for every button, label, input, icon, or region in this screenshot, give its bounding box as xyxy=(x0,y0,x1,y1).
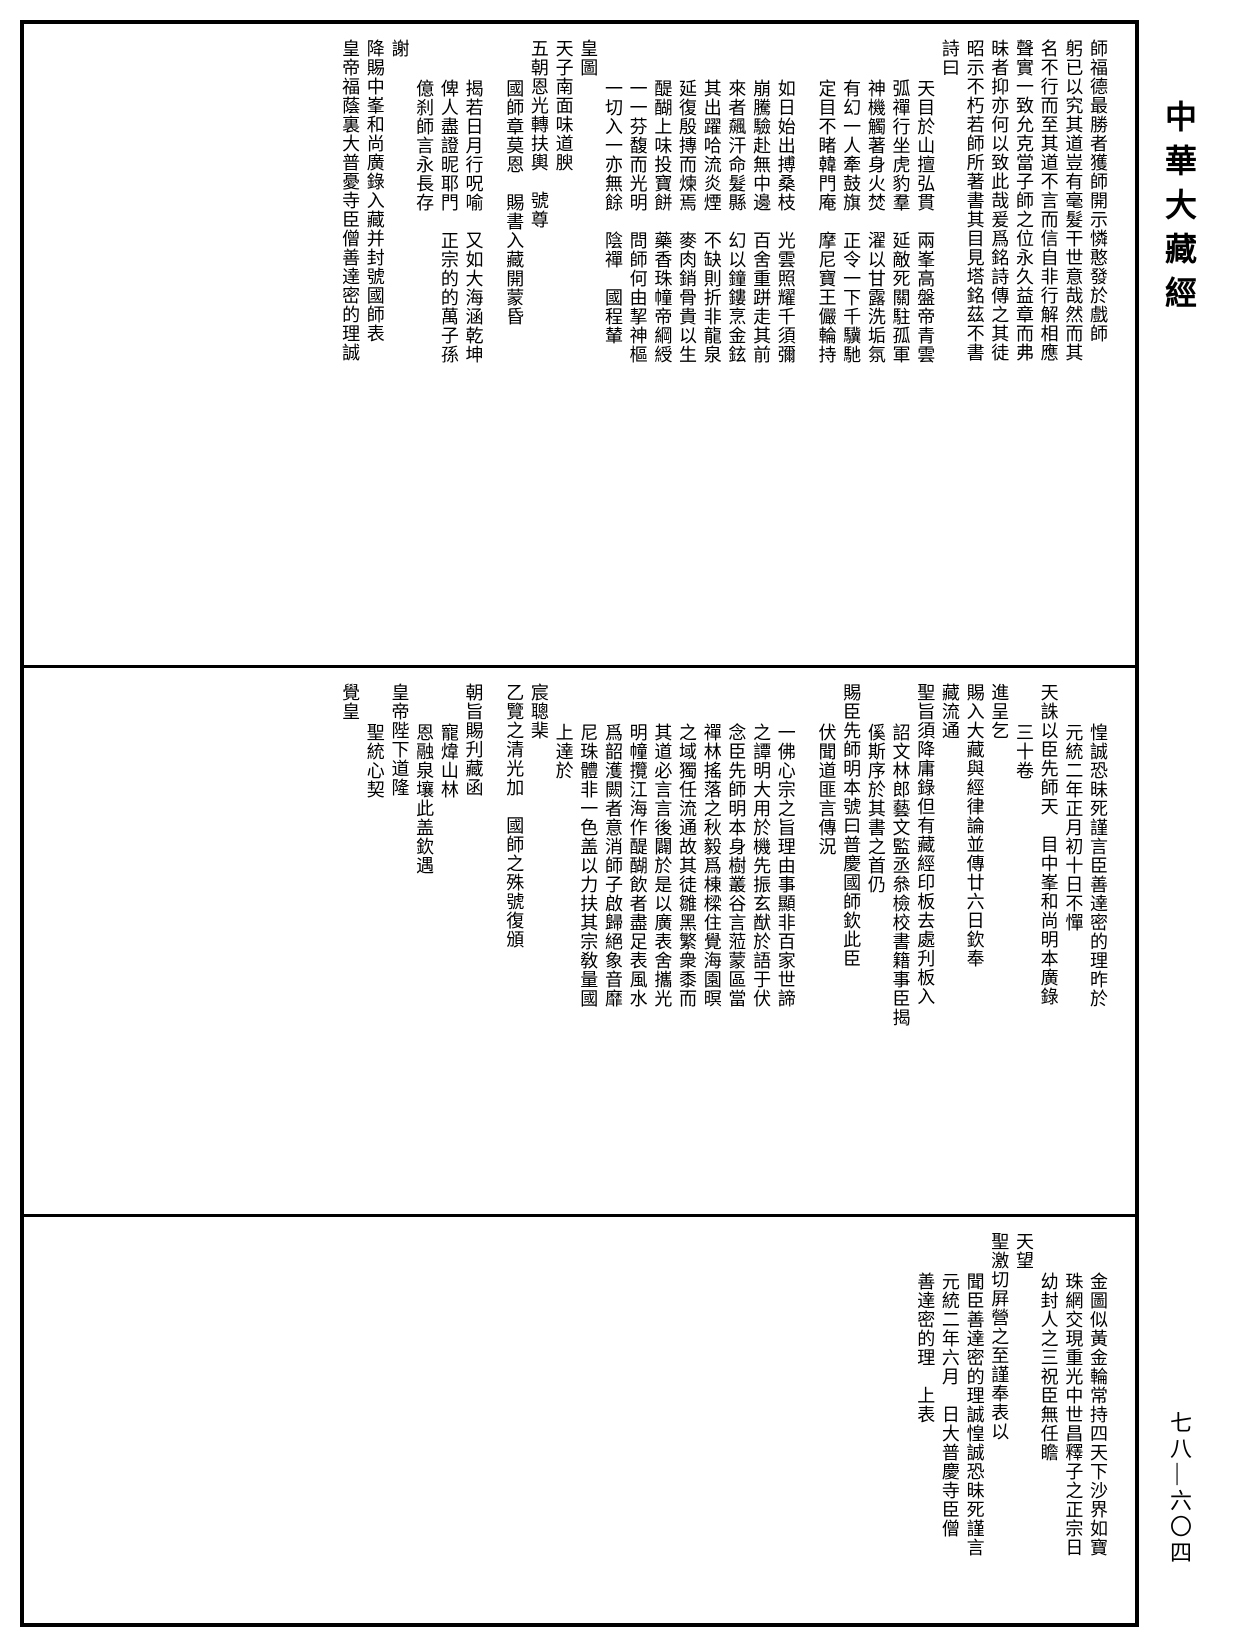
column-text: 其道必言言後闢於是以廣表舍攜光 xyxy=(652,683,673,1200)
column-spacer xyxy=(800,39,812,650)
column-text: 念臣先師明本身樹叢谷言蒞蒙區當 xyxy=(726,683,747,1200)
column-text: 聖旨須降庸錄但有藏經印板去處刋板入 xyxy=(915,683,936,1200)
column-text: 惶誠恐昧死謹言臣善達密的理昨於 xyxy=(1087,683,1108,1200)
column-text: 揭若日月行呪喻 又如大海涵乾坤 xyxy=(463,39,484,650)
column-text: 昭示不朽若師所著書其目見塔銘茲不書 xyxy=(964,39,985,650)
column-text: 崩騰驗赴無中邊 百舍重跰走其前 xyxy=(750,39,771,650)
document-page: 師福德最勝者獲師開示憐憨發於戲師 躬已以究其道豈有毫髮干世意哉然而其 名不行而至… xyxy=(20,20,1219,1627)
column-text: 延復殷摶而煉焉 麥肉銷骨貴以生 xyxy=(676,39,697,650)
column-text: 一切入一亦無餘 陰禪 國程輦 xyxy=(602,39,623,650)
column-text: 定目不睹韓門庵 摩尼寶王儼輪持 xyxy=(816,39,837,650)
column-text: 善達密的理 上表 xyxy=(915,1232,936,1608)
column-text: 弧禪行坐虎豹羣 延敵死關駐孤軍 xyxy=(890,39,911,650)
column-text: 朝旨賜刋藏函 xyxy=(463,683,484,1200)
column-text: 名不行而至其道不言而信自非行解相應 xyxy=(1038,39,1059,650)
column-text: 天誅以臣先師天 目中峯和尚明本廣錄 xyxy=(1038,683,1059,1200)
column-text: 幼封人之三祝臣無任瞻 xyxy=(1038,1232,1059,1608)
column-text: 三十卷 xyxy=(1013,683,1034,1200)
column-text: 躬已以究其道豈有毫髮干世意哉然而其 xyxy=(1063,39,1084,650)
column-text: 有幻一人牽鼓旗 正令一下千驥馳 xyxy=(840,39,861,650)
column-text: 尼珠體非一色盖以力扶其宗敎量國 xyxy=(578,683,599,1200)
column-spacer xyxy=(488,683,500,1200)
column-text: 傒斯序於其書之首仍 xyxy=(865,683,886,1200)
column-text: 禪林搖落之秋毅爲棟樑住覺海園暝 xyxy=(701,683,722,1200)
column-text: 藏流通 xyxy=(939,683,960,1200)
column-text: 詔文林郎藝文監丞叅檢校書籍事臣揭 xyxy=(890,683,911,1200)
column-text: 五朝恩光轉扶輿 號尊 xyxy=(528,39,549,650)
column-text: 明幢攬江海作醍醐飲者盡足表風水 xyxy=(627,683,648,1200)
column-text: 醍醐上味投寶餅 藥香珠幢帝綱綬 xyxy=(652,39,673,650)
panel-middle: 惶誠恐昧死謹言臣善達密的理昨於 元統二年正月初十日不憚 天誅以臣先師天 目中峯和… xyxy=(24,668,1135,1218)
column-text: 聞臣善達密的理誠惶誠恐昧死謹言 xyxy=(964,1232,985,1608)
page-number: 七八—六〇四 xyxy=(1163,1411,1195,1567)
column-text: 聖統心契 xyxy=(364,683,385,1200)
column-spacer xyxy=(800,683,812,1200)
column-text: 師福德最勝者獲師開示憐憨發於戲師 xyxy=(1087,39,1108,650)
column-text: 上達於 xyxy=(553,683,574,1200)
column-text: 皇圖 xyxy=(578,39,599,650)
column-text: 元統二年六月 日大普慶寺臣僧 xyxy=(939,1232,960,1608)
column-text: 天望 xyxy=(1013,1232,1034,1608)
column-text: 皇帝福蔭裏大普憂寺臣僧善達密的理誠 xyxy=(339,39,360,650)
column-text: 賜臣先師明本號曰普慶國師欽此臣 xyxy=(840,683,861,1200)
column-text: 如日始出搏桑枝 光雲照耀千須彌 xyxy=(775,39,796,650)
column-text: 珠網交現重光中世昌釋子之正宗日 xyxy=(1063,1232,1084,1608)
collection-title: 中華大藏經 xyxy=(1156,100,1202,320)
side-label: 中華大藏經 七八—六〇四 xyxy=(1139,20,1219,1627)
column-text: 乙覽之清光加 國師之殊號復頒 xyxy=(504,683,525,1200)
column-text: 元統二年正月初十日不憚 xyxy=(1063,683,1084,1200)
column-text: 一佛心宗之旨理由事顯非百家世諦 xyxy=(775,683,796,1200)
column-text: 其出躍哈流炎煙 不缺則折非龍泉 xyxy=(701,39,722,650)
column-text: 聲實一致允克當子師之位永久益章而弗 xyxy=(1013,39,1034,650)
column-text: 進呈乞 xyxy=(989,683,1010,1200)
panel-top: 師福德最勝者獲師開示憐憨發於戲師 躬已以究其道豈有毫髮干世意哉然而其 名不行而至… xyxy=(24,24,1135,668)
column-text: 覺皇 xyxy=(339,683,360,1200)
column-text: 皇帝陛下道隆 xyxy=(389,683,410,1200)
column-text: 天子南面味道腴 xyxy=(553,39,574,650)
column-text: 恩融泉壤此盖欽遇 xyxy=(413,683,434,1200)
column-text: 聖激切屛營之至謹奉表以 xyxy=(989,1232,1010,1608)
column-text: 降賜中峯和尚廣錄入藏并封號國師表 xyxy=(364,39,385,650)
main-content-frame: 師福德最勝者獲師開示憐憨發於戲師 躬已以究其道豈有毫髮干世意哉然而其 名不行而至… xyxy=(20,20,1139,1627)
column-text: 昧者抑亦何以致此哉爰爲銘詩傳之其徒 xyxy=(989,39,1010,650)
column-text: 之譚明大用於機先振玄猷於語于伏 xyxy=(750,683,771,1200)
column-text: 爲韶濩闕者意消師子啟歸絕象音靡 xyxy=(602,683,623,1200)
column-text: 詩曰 xyxy=(939,39,960,650)
column-text: 伏聞道匪言傳況 xyxy=(816,683,837,1200)
column-text: 金圖似黃金輪常持四天下沙界如寶 xyxy=(1087,1232,1108,1608)
column-spacer xyxy=(488,39,500,650)
column-text: 俾人盡證昵耶門 正宗的的萬子孫 xyxy=(438,39,459,650)
column-text: 億刹師言永長存 xyxy=(413,39,434,650)
column-text: 宸聰棐 xyxy=(528,683,549,1200)
column-text: 來者飆汗命髮縣 幻以鐘鏤烹金鉉 xyxy=(726,39,747,650)
column-text: 寵煒山林 xyxy=(438,683,459,1200)
column-text: 神機觸著身火焚 濯以甘露洗垢氛 xyxy=(865,39,886,650)
column-text: 謝 xyxy=(389,39,410,650)
column-text: 之域獨任流通故其徒雛黑繁衆黍而 xyxy=(676,683,697,1200)
column-text: 賜入大藏與經律論並傳廿六日欽奉 xyxy=(964,683,985,1200)
panel-bottom: 金圖似黃金輪常持四天下沙界如寶 珠網交現重光中世昌釋子之正宗日 幼封人之三祝臣無… xyxy=(24,1217,1135,1623)
column-text: 國師章莫恩 賜書入藏開蒙昏 xyxy=(504,39,525,650)
column-text: 一一芬馥而光明 問師何由挈神樞 xyxy=(627,39,648,650)
column-text: 天目於山擅弘貫 兩峯高盤帝青雲 xyxy=(915,39,936,650)
